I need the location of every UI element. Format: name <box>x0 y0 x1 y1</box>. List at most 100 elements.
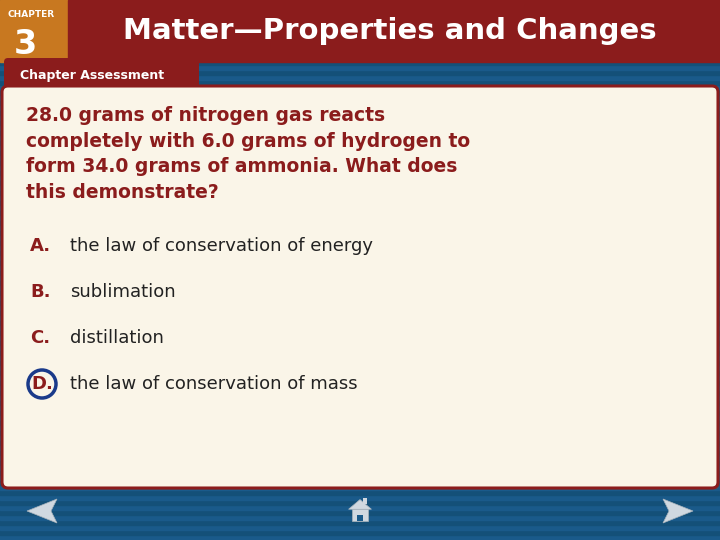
Bar <box>0 390 720 395</box>
Bar <box>0 355 720 360</box>
Bar <box>0 135 720 140</box>
Bar <box>0 270 720 275</box>
Text: Chapter Assessment: Chapter Assessment <box>20 69 164 82</box>
Bar <box>0 215 720 220</box>
Bar <box>0 285 720 290</box>
Bar <box>0 250 720 255</box>
Bar <box>0 145 720 150</box>
Bar <box>0 130 720 135</box>
Bar <box>0 185 720 190</box>
Bar <box>0 60 720 65</box>
Polygon shape <box>27 499 57 523</box>
Text: Matter—Properties and Changes: Matter—Properties and Changes <box>123 17 657 45</box>
Bar <box>0 105 720 110</box>
Bar <box>0 305 720 310</box>
Text: sublimation: sublimation <box>70 283 176 301</box>
Bar <box>0 200 720 205</box>
Bar <box>0 425 720 430</box>
Bar <box>0 350 720 355</box>
Bar <box>0 85 720 90</box>
Bar <box>0 450 720 455</box>
Bar <box>0 245 720 250</box>
Bar <box>352 509 368 521</box>
Bar <box>0 520 720 525</box>
Bar <box>0 255 720 260</box>
Text: 3: 3 <box>14 28 37 61</box>
Bar <box>0 490 720 495</box>
Bar <box>357 515 363 521</box>
Bar <box>0 335 720 340</box>
Bar <box>0 525 720 530</box>
Bar <box>0 485 720 490</box>
Bar <box>0 205 720 210</box>
Bar <box>0 210 720 215</box>
FancyBboxPatch shape <box>4 88 720 490</box>
Text: B.: B. <box>30 283 50 301</box>
Bar <box>0 125 720 130</box>
Bar <box>0 15 720 20</box>
Bar <box>0 95 720 100</box>
Bar <box>0 275 720 280</box>
Bar <box>0 385 720 390</box>
Bar <box>0 415 720 420</box>
Bar <box>0 325 720 330</box>
Text: 28.0 grams of nitrogen gas reacts
completely with 6.0 grams of hydrogen to
form : 28.0 grams of nitrogen gas reacts comple… <box>26 106 470 202</box>
Bar <box>0 500 720 505</box>
FancyBboxPatch shape <box>2 86 718 488</box>
Bar <box>0 310 720 315</box>
Bar <box>0 140 720 145</box>
Bar <box>0 195 720 200</box>
Bar <box>0 170 720 175</box>
Bar <box>0 260 720 265</box>
Bar <box>0 345 720 350</box>
Bar <box>0 375 720 380</box>
Bar <box>0 100 720 105</box>
Bar <box>0 0 720 5</box>
Bar <box>0 70 720 75</box>
Bar <box>0 360 720 365</box>
Bar <box>0 155 720 160</box>
Bar <box>0 230 720 235</box>
Bar <box>0 530 720 535</box>
Bar <box>0 380 720 385</box>
Bar <box>0 370 720 375</box>
Bar <box>0 220 720 225</box>
Bar <box>0 175 720 180</box>
Bar <box>0 235 720 240</box>
Text: C.: C. <box>30 329 50 347</box>
Bar <box>0 475 720 480</box>
Bar <box>0 90 720 95</box>
Bar <box>0 515 720 520</box>
Bar <box>0 495 720 500</box>
Text: D.: D. <box>31 375 53 393</box>
Text: the law of conservation of mass: the law of conservation of mass <box>70 375 358 393</box>
Bar <box>0 505 720 510</box>
Bar <box>0 405 720 410</box>
Bar <box>0 25 720 30</box>
Bar <box>0 510 720 515</box>
Bar <box>0 50 720 55</box>
Bar <box>0 0 68 62</box>
Bar <box>0 340 720 345</box>
Bar <box>0 280 720 285</box>
Text: the law of conservation of energy: the law of conservation of energy <box>70 237 373 255</box>
Bar <box>0 75 720 80</box>
Bar <box>0 190 720 195</box>
Bar <box>0 410 720 415</box>
Bar <box>0 120 720 125</box>
Circle shape <box>28 370 56 398</box>
Bar <box>0 20 720 25</box>
Bar <box>0 435 720 440</box>
Bar <box>0 115 720 120</box>
Text: A.: A. <box>30 237 51 255</box>
Bar <box>0 160 720 165</box>
Bar <box>0 320 720 325</box>
Polygon shape <box>663 499 693 523</box>
Bar <box>0 240 720 245</box>
Bar <box>0 65 720 70</box>
Bar <box>0 30 720 35</box>
Polygon shape <box>348 500 372 509</box>
Bar <box>0 330 720 335</box>
Text: CHAPTER: CHAPTER <box>8 10 55 19</box>
Bar <box>0 460 720 465</box>
